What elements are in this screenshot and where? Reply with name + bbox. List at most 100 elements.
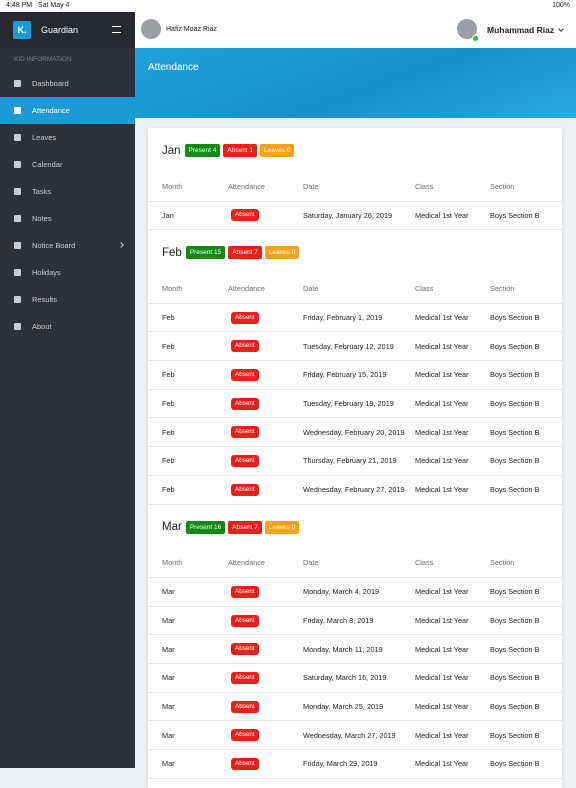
cell: Medical 1st Year — [415, 749, 490, 779]
cell: Medical 1st Year — [415, 634, 490, 665]
cell: Mar — [148, 606, 228, 636]
cell: Absent — [228, 749, 303, 779]
menu-icon — [14, 323, 21, 330]
column-header: Month — [148, 172, 228, 202]
attendance-table: Month Attendance Date Class Section Jan Absent… — [148, 172, 562, 231]
menu-label: Notice Board — [32, 241, 76, 250]
table-row: Feb Absent Friday, February 1, 2019 Medical… — [148, 303, 562, 333]
child-name[interactable]: Hafiz Moaz Riaz — [166, 26, 217, 33]
cell: Mar — [148, 577, 228, 607]
menu-label: Calendar — [32, 160, 63, 169]
menu: Dashboard Attendance Leaves Calendar Tasks No… — [0, 70, 135, 340]
menu-item[interactable]: Notes — [0, 205, 135, 232]
menu-item[interactable]: Tasks — [0, 178, 135, 205]
cell: Feb — [148, 446, 228, 476]
cell: Medical 1st Year — [415, 303, 490, 333]
collapse-button[interactable] — [112, 26, 121, 33]
menu-label: Dashboard — [32, 79, 69, 88]
attendance-status: Absent — [231, 643, 259, 656]
user-name[interactable]: Muhammad Riaz — [487, 25, 555, 35]
menu-label: About — [32, 322, 52, 331]
date: Sat May 4 — [37, 2, 70, 9]
menu-label: Tasks — [32, 187, 52, 196]
table-row: Feb Absent Wednesday, February 27, 2019 Med… — [148, 475, 562, 505]
cell: Absent — [228, 303, 303, 333]
cell: Boys Section B — [490, 331, 562, 362]
attendance-status: Absent — [231, 729, 259, 742]
menu-item[interactable]: About — [0, 313, 135, 340]
brand: Guardian — [41, 25, 79, 35]
section-label: KID INFORMATION — [14, 56, 72, 63]
menu-item[interactable]: Holidays — [0, 259, 135, 286]
table-row: Feb Absent Thursday, February 21, 2019 Medi… — [148, 446, 562, 476]
attendance-table: Month Attendance Date Class Section Mar Absent… — [148, 548, 562, 779]
menu-item[interactable]: Dashboard — [0, 70, 135, 97]
month-heading: Jan Present 4 Absent 1 Leaves 0 — [148, 128, 562, 172]
banner: Attendance — [135, 48, 576, 118]
attendance-status: Absent — [231, 311, 259, 324]
cell: Absent — [228, 663, 303, 693]
menu-label: Attendance — [32, 106, 70, 115]
attendance-table: Month Attendance Date Class Section Feb Absent… — [148, 274, 562, 505]
menu-icon — [14, 215, 21, 222]
present-badge: Present 4 — [184, 144, 221, 157]
menu-item[interactable]: Leaves — [0, 124, 135, 151]
cell: Jan — [148, 201, 228, 231]
column-header: Date — [303, 274, 415, 304]
menu-item[interactable]: Results — [0, 286, 135, 313]
cell: Feb — [148, 360, 228, 390]
column-header: Attendance — [228, 172, 303, 202]
cell: Feb — [148, 475, 228, 505]
column-header: Section — [490, 274, 562, 304]
leaves-badge: Leaves 0 — [264, 520, 300, 534]
cell: Medical 1st Year — [415, 201, 490, 231]
header-row: Month Attendance Date Class Section — [148, 274, 562, 304]
attendance-status: Absent — [231, 368, 259, 381]
cell: Feb — [148, 389, 228, 419]
menu-item[interactable]: Notice Board — [0, 232, 135, 259]
time: 4:48 PM — [6, 2, 33, 9]
cell: Boys Section B — [490, 749, 562, 779]
column-header: Attendance — [228, 274, 303, 304]
month-heading: Mar Present 16 Absent 7 Leaves 0 — [148, 505, 562, 549]
cell: Boys Section B — [490, 577, 562, 607]
sidebar-header: K. Guardian — [0, 12, 135, 48]
attendance-status: Absent — [231, 426, 259, 439]
column-header: Section — [490, 172, 562, 202]
column-header: Date — [303, 548, 415, 578]
cell: Medical 1st Year — [415, 663, 490, 693]
cell: Medical 1st Year — [415, 606, 490, 636]
topbar: Hafiz Moaz Riaz Muhammad Riaz — [135, 12, 576, 48]
cell: Friday, March 8, 2019 — [303, 606, 415, 636]
attendance-status: Absent — [231, 340, 259, 353]
table-row: Jan Absent Saturday, January 26, 2019 Medic… — [148, 201, 562, 231]
cell: Absent — [228, 417, 303, 448]
table-row: Mar Absent Friday, March 8, 2019 Medical 1s… — [148, 606, 562, 636]
cell: Tuesday, February 12, 2019 — [303, 331, 415, 362]
table-row: Feb Absent Tuesday, February 12, 2019 Medic… — [148, 331, 562, 362]
menu-item[interactable]: Calendar — [0, 151, 135, 178]
present-badge: Present 15 — [185, 246, 226, 260]
cell: Mar — [148, 663, 228, 693]
menu-item[interactable]: Attendance — [0, 97, 135, 124]
user-avatar[interactable] — [457, 19, 477, 39]
cell: Monday, March 25, 2019 — [303, 692, 415, 722]
cell: Absent — [228, 446, 303, 476]
column-header: Class — [415, 274, 490, 304]
cell: Friday, February 15, 2019 — [303, 360, 415, 390]
battery: 100% — [552, 2, 570, 9]
cell: Medical 1st Year — [415, 360, 490, 390]
menu-label: Leaves — [32, 133, 57, 142]
month-title: Jan — [162, 144, 181, 157]
month-title: Feb — [162, 246, 182, 259]
child-avatar[interactable] — [141, 19, 161, 39]
table-row: Feb Absent Wednesday, February 20, 2019 Med… — [148, 417, 562, 448]
cell: Absent — [228, 475, 303, 505]
cell: Feb — [148, 417, 228, 448]
cell: Saturday, January 26, 2019 — [303, 201, 415, 231]
user-menu-chevron[interactable] — [558, 26, 564, 32]
absent-badge: Absent 1 — [223, 144, 258, 157]
attendance-status: Absent — [231, 483, 259, 496]
logo[interactable]: K. — [13, 21, 31, 39]
